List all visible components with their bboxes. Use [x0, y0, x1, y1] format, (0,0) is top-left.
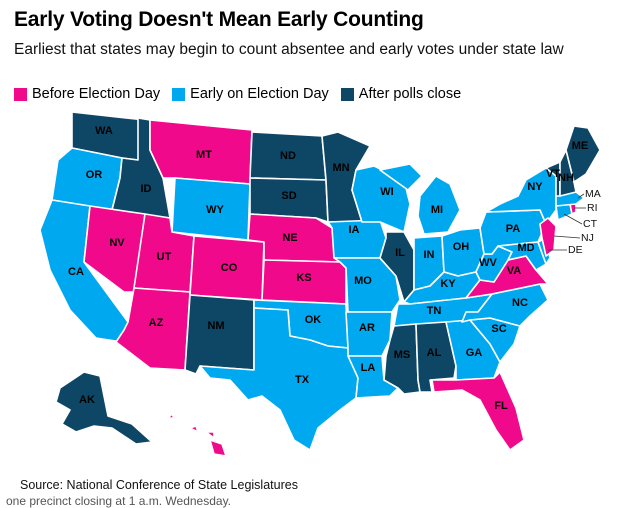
state-la[interactable] — [347, 355, 399, 399]
leader-ma — [577, 193, 585, 199]
legend-label-before: Before Election Day — [32, 86, 161, 102]
label-or: OR — [86, 169, 103, 181]
label-mi: MI — [431, 204, 443, 216]
state-nv[interactable] — [83, 205, 146, 293]
us-map: WA OR CA ID NV MT WY UT AZ CO NM ND SD N… — [39, 111, 601, 457]
label-ar: AR — [359, 322, 375, 334]
state-nm[interactable] — [184, 294, 255, 375]
label-ks: KS — [296, 272, 311, 284]
label-id: ID — [141, 183, 152, 195]
label-ky: KY — [440, 278, 456, 290]
label-ri: RI — [587, 202, 598, 214]
state-mi[interactable] — [379, 163, 461, 235]
label-de: DE — [568, 244, 583, 256]
label-mo: MO — [354, 275, 372, 287]
state-ks[interactable] — [261, 259, 347, 305]
label-nc: NC — [512, 297, 528, 309]
label-wi: WI — [380, 186, 393, 198]
label-nm: NM — [207, 320, 224, 332]
label-fl: FL — [494, 400, 508, 412]
state-nc[interactable] — [461, 283, 549, 327]
legend-label-after: After polls close — [358, 86, 462, 102]
legend-swatch-early — [172, 87, 186, 101]
state-me[interactable] — [565, 125, 601, 183]
state-ak[interactable] — [55, 371, 153, 445]
label-md: MD — [517, 242, 534, 254]
label-tx: TX — [295, 374, 310, 386]
legend-item-after: After polls close — [340, 86, 462, 102]
label-ga: GA — [466, 347, 483, 359]
state-az[interactable] — [115, 287, 191, 371]
label-tn: TN — [427, 305, 442, 317]
legend-label-early: Early on Election Day — [190, 86, 329, 102]
label-nj: NJ — [581, 232, 594, 244]
label-wa: WA — [95, 125, 113, 137]
label-ut: UT — [157, 251, 172, 263]
label-pa: PA — [506, 223, 521, 235]
label-ia: IA — [349, 224, 360, 236]
label-ny: NY — [527, 181, 543, 193]
label-ne: NE — [282, 232, 297, 244]
chart-subtitle: Earliest that states may begin to count … — [14, 41, 564, 58]
label-mt: MT — [196, 149, 212, 161]
state-tx[interactable] — [199, 307, 359, 451]
label-wy: WY — [206, 204, 224, 216]
legend-item-before: Before Election Day — [14, 86, 160, 102]
label-nh: NH — [558, 172, 574, 184]
label-sc: SC — [491, 323, 506, 335]
state-vt[interactable] — [545, 161, 561, 197]
label-ms: MS — [394, 349, 411, 361]
source-note: Source: National Conference of State Leg… — [20, 478, 298, 492]
legend-swatch-before — [14, 87, 27, 101]
chart-title: Early Voting Doesn't Mean Early Counting — [14, 8, 424, 31]
state-hi[interactable] — [167, 413, 227, 457]
label-nd: ND — [280, 150, 296, 162]
state-nh[interactable] — [559, 149, 577, 197]
label-al: AL — [427, 347, 442, 359]
label-mn: MN — [332, 162, 349, 174]
state-fl[interactable] — [431, 371, 525, 451]
cutoff-text: one precinct closing at 1 a.m. Wednesday… — [6, 494, 232, 508]
label-nv: NV — [109, 237, 125, 249]
label-la: LA — [361, 362, 376, 374]
label-wv: WV — [479, 257, 497, 269]
label-in: IN — [424, 249, 435, 261]
label-co: CO — [221, 262, 238, 274]
small-state-callouts: MA RI CT NJ DE — [548, 188, 601, 256]
leader-nj — [553, 235, 581, 239]
label-ct: CT — [583, 218, 598, 230]
label-ma: MA — [585, 188, 601, 200]
leader-ct — [563, 213, 583, 225]
state-ri[interactable] — [569, 203, 577, 215]
legend-item-early: Early on Election Day — [172, 86, 329, 102]
label-me: ME — [572, 140, 589, 152]
label-vt: VT — [546, 168, 560, 180]
label-il: IL — [395, 247, 405, 259]
label-ca: CA — [68, 266, 84, 278]
legend: Before Election Day Early on Election Da… — [14, 86, 473, 102]
state-sd[interactable] — [249, 177, 329, 223]
label-oh: OH — [453, 241, 470, 253]
label-va: VA — [507, 265, 522, 277]
label-az: AZ — [149, 317, 164, 329]
state-labels: WA OR CA ID NV MT WY UT AZ CO NM ND SD N… — [68, 125, 588, 412]
label-sd: SD — [281, 190, 296, 202]
label-ak: AK — [79, 394, 95, 406]
label-ok: OK — [305, 314, 322, 326]
state-ar[interactable] — [345, 311, 393, 357]
legend-swatch-after — [340, 87, 354, 101]
